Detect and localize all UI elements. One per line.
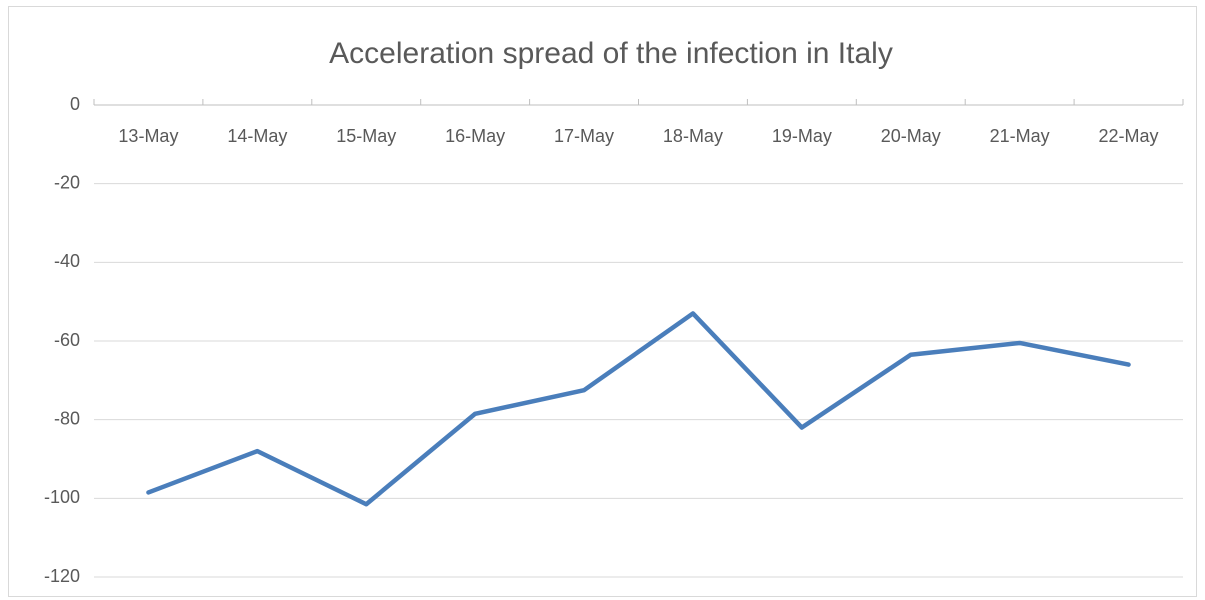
x-tick-label: 13-May xyxy=(118,126,178,146)
chart-title: Acceleration spread of the infection in … xyxy=(329,37,893,70)
y-tick-label: -80 xyxy=(54,408,80,428)
x-tick-label: 14-May xyxy=(227,126,287,146)
y-tick-label: -40 xyxy=(54,251,80,271)
data-line xyxy=(146,311,1131,507)
y-tick-label: -20 xyxy=(54,172,80,192)
y-tick-label: -60 xyxy=(54,330,80,350)
x-tick-label: 18-May xyxy=(663,126,723,146)
x-tick-label: 15-May xyxy=(336,126,396,146)
x-tick-label: 21-May xyxy=(990,126,1050,146)
y-tick-label: -100 xyxy=(44,487,80,507)
x-tick-label: 17-May xyxy=(554,126,614,146)
x-tick-label: 20-May xyxy=(881,126,941,146)
chart-border xyxy=(8,6,1197,597)
x-tick-label: 19-May xyxy=(772,126,832,146)
y-tick-label: 0 xyxy=(70,94,80,114)
x-tick-label: 16-May xyxy=(445,126,505,146)
x-tick-label: 22-May xyxy=(1099,126,1159,146)
y-tick-label: -120 xyxy=(44,566,80,586)
